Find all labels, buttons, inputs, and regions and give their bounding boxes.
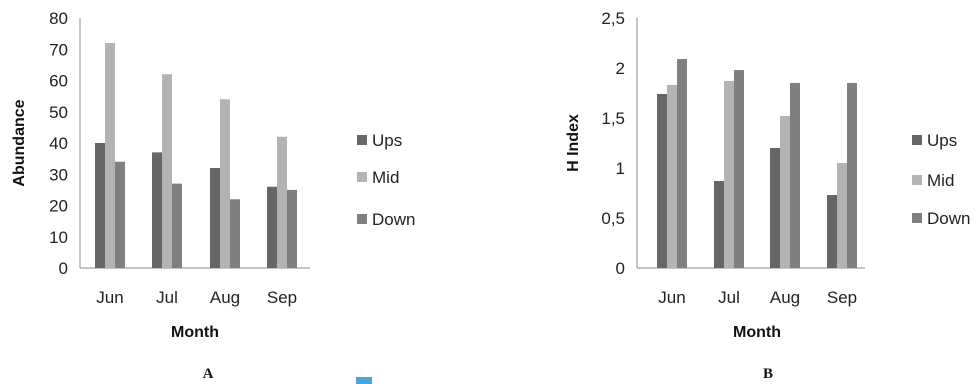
- bar-down-jul: [734, 70, 744, 268]
- y-tick-label: 70: [49, 40, 68, 59]
- y-tick-label: 20: [49, 197, 68, 216]
- legend-swatch-down: [912, 213, 922, 223]
- y-axis-title: Abundance: [11, 99, 28, 186]
- legend-label-down: Down: [372, 210, 415, 229]
- panel-label: B: [763, 366, 773, 382]
- y-tick-label: 60: [49, 72, 68, 91]
- y-tick-label: 40: [49, 134, 68, 153]
- bar-down-jul: [172, 183, 182, 268]
- x-tick-label: Jul: [718, 288, 740, 307]
- bar-down-sep: [287, 189, 297, 268]
- bar-down-aug: [790, 83, 800, 268]
- bar-mid-sep: [277, 136, 287, 268]
- x-tick-label: Sep: [827, 288, 857, 307]
- y-tick-label: 50: [49, 103, 68, 122]
- bar-ups-jun: [657, 94, 667, 268]
- chart-B: 0 0,5 1 1,5 2 2,5 Jun Jul Aug Sep Month H Index Ups M…: [565, 9, 970, 382]
- x-tick-label: Jul: [156, 288, 178, 307]
- x-tick-label: Jun: [96, 288, 123, 307]
- y-tick-label: 0,5: [601, 209, 625, 228]
- bar-mid-sep: [837, 163, 847, 268]
- bar-ups-aug: [210, 168, 220, 268]
- x-axis-title: Month: [733, 324, 781, 341]
- legend-swatch-down: [357, 214, 367, 224]
- y-tick-label: 2: [616, 59, 625, 78]
- legend-swatch-ups: [912, 135, 922, 145]
- bar-mid-jul: [162, 74, 172, 268]
- decorative-marker: [356, 377, 372, 384]
- bar-ups-jul: [714, 181, 724, 268]
- y-tick-label: 30: [49, 165, 68, 184]
- x-tick-label: Aug: [210, 288, 240, 307]
- legend-swatch-mid: [912, 175, 922, 185]
- y-tick-label: 0: [616, 259, 625, 278]
- bar-ups-jul: [152, 152, 162, 268]
- bar-mid-jun: [667, 85, 677, 268]
- bar-down-jun: [677, 59, 687, 268]
- bar-ups-sep: [267, 186, 277, 268]
- y-axis-title: H Index: [565, 114, 582, 172]
- bar-ups-jun: [95, 143, 105, 268]
- y-tick-label: 1,5: [601, 109, 625, 128]
- bar-mid-jul: [724, 81, 734, 268]
- bar-ups-aug: [770, 148, 780, 268]
- bar-down-sep: [847, 83, 857, 268]
- bar-ups-sep: [827, 195, 837, 268]
- bar-mid-jun: [105, 43, 115, 268]
- y-tick-label: 1: [616, 159, 625, 178]
- y-tick-label: 2,5: [601, 9, 625, 28]
- legend-label-mid: Mid: [372, 168, 399, 187]
- y-tick-label: 0: [59, 259, 68, 278]
- legend-label-mid: Mid: [927, 171, 954, 190]
- legend-label-down: Down: [927, 209, 970, 228]
- legend-swatch-ups: [357, 135, 367, 145]
- legend-label-ups: Ups: [927, 131, 957, 150]
- x-tick-label: Sep: [267, 288, 297, 307]
- legend-label-ups: Ups: [372, 131, 402, 150]
- bar-down-aug: [230, 199, 240, 268]
- bar-down-jun: [115, 161, 125, 268]
- x-axis-title: Month: [171, 324, 219, 341]
- panel-label: A: [203, 366, 214, 382]
- legend-swatch-mid: [357, 172, 367, 182]
- chart-A: 0 10 20 30 40 50 60 70 80 Jun Jul Aug Sep Month Abunda…: [11, 9, 415, 382]
- x-tick-label: Aug: [770, 288, 800, 307]
- y-tick-label: 10: [49, 228, 68, 247]
- bar-mid-aug: [780, 116, 790, 268]
- x-tick-label: Jun: [658, 288, 685, 307]
- y-tick-label: 80: [49, 9, 68, 28]
- bar-mid-aug: [220, 99, 230, 268]
